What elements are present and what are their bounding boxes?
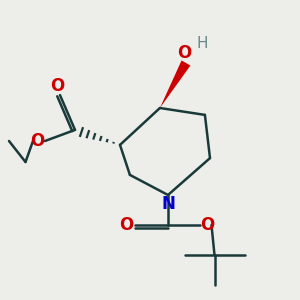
Text: O: O — [30, 132, 45, 150]
Text: O: O — [200, 216, 215, 234]
Text: O: O — [177, 44, 192, 62]
Text: O: O — [119, 216, 133, 234]
Polygon shape — [160, 60, 190, 108]
Text: N: N — [161, 195, 175, 213]
Text: O: O — [50, 77, 64, 95]
Text: H: H — [197, 36, 208, 51]
